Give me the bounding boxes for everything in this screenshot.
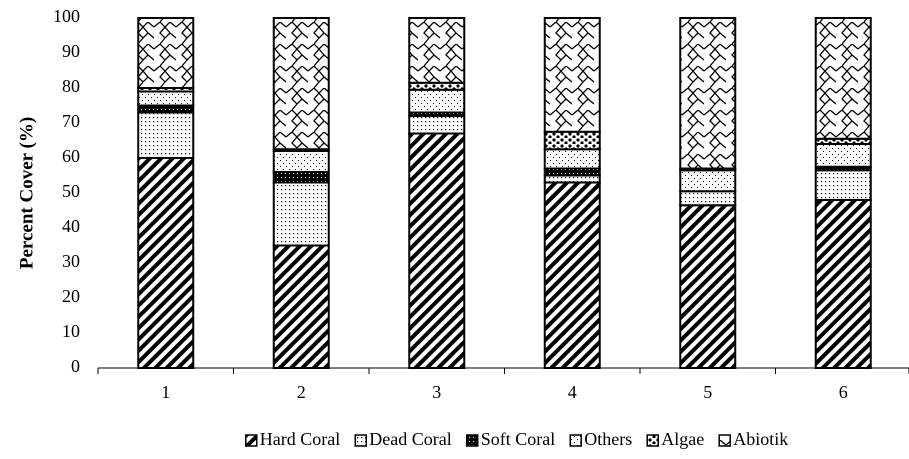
y-tick-label: 50 — [62, 181, 80, 201]
x-tick-label: 4 — [568, 382, 577, 402]
bar-segment — [679, 169, 737, 193]
bar-segment — [408, 17, 466, 84]
bar-segment — [679, 17, 737, 170]
bar-segment — [814, 169, 872, 201]
bar-segment — [408, 115, 466, 135]
y-tick-label: 10 — [62, 321, 80, 341]
legend-label: Algae — [661, 429, 704, 449]
y-tick-label: 100 — [53, 6, 80, 26]
bar-segment — [408, 81, 466, 91]
y-tick-label: 90 — [62, 41, 80, 61]
legend-swatch — [569, 434, 582, 447]
bar-segment — [814, 17, 872, 140]
legend-swatch — [646, 434, 659, 447]
bar-segment — [679, 190, 737, 207]
bar-segment — [679, 204, 737, 369]
y-tick-label: 30 — [62, 251, 80, 271]
bar-segment — [814, 143, 872, 168]
bar-segment — [543, 17, 601, 133]
legend-label: Hard Coral — [260, 429, 340, 449]
y-axis-label: Percent Cover (%) — [16, 117, 37, 269]
bar-segment — [137, 104, 195, 114]
y-tick-label: 40 — [62, 216, 80, 236]
legend-label: Abiotik — [733, 429, 788, 449]
bar-segment — [543, 174, 601, 184]
y-tick-label: 20 — [62, 286, 80, 306]
legend-label: Others — [584, 429, 632, 449]
x-tick-label: 1 — [161, 382, 170, 402]
bar-segment — [272, 171, 330, 184]
legend-swatch — [354, 434, 368, 447]
x-tick-label: 6 — [839, 382, 848, 402]
x-tick-label: 2 — [297, 382, 306, 402]
x-tick-label: 5 — [703, 382, 712, 402]
bar-segment — [814, 199, 872, 369]
bar-segment — [408, 132, 466, 369]
legend-swatch — [245, 434, 258, 447]
y-tick-label: 70 — [62, 111, 80, 131]
bar-segment — [137, 90, 195, 107]
bar-segment — [543, 167, 601, 177]
bar-segment — [272, 150, 330, 173]
bar-segment — [137, 111, 195, 159]
bar-segment — [272, 181, 330, 247]
legend-swatch — [465, 434, 479, 447]
legend-label: Soft Coral — [481, 429, 556, 449]
legend-swatch — [718, 434, 731, 447]
y-tick-label: 80 — [62, 76, 80, 96]
bar-segment — [543, 181, 601, 369]
legend-label: Dead Coral — [369, 429, 451, 449]
bar-segment — [272, 244, 330, 369]
y-tick-label: 60 — [62, 146, 80, 166]
bar-segment — [543, 130, 601, 151]
bar-segment — [543, 148, 601, 170]
bar-segment — [408, 88, 466, 114]
y-tick-label: 0 — [71, 356, 80, 376]
bar-segment — [272, 17, 330, 151]
x-tick-label: 3 — [432, 382, 441, 402]
bar-segment — [137, 157, 195, 369]
bar-segment — [137, 17, 195, 89]
